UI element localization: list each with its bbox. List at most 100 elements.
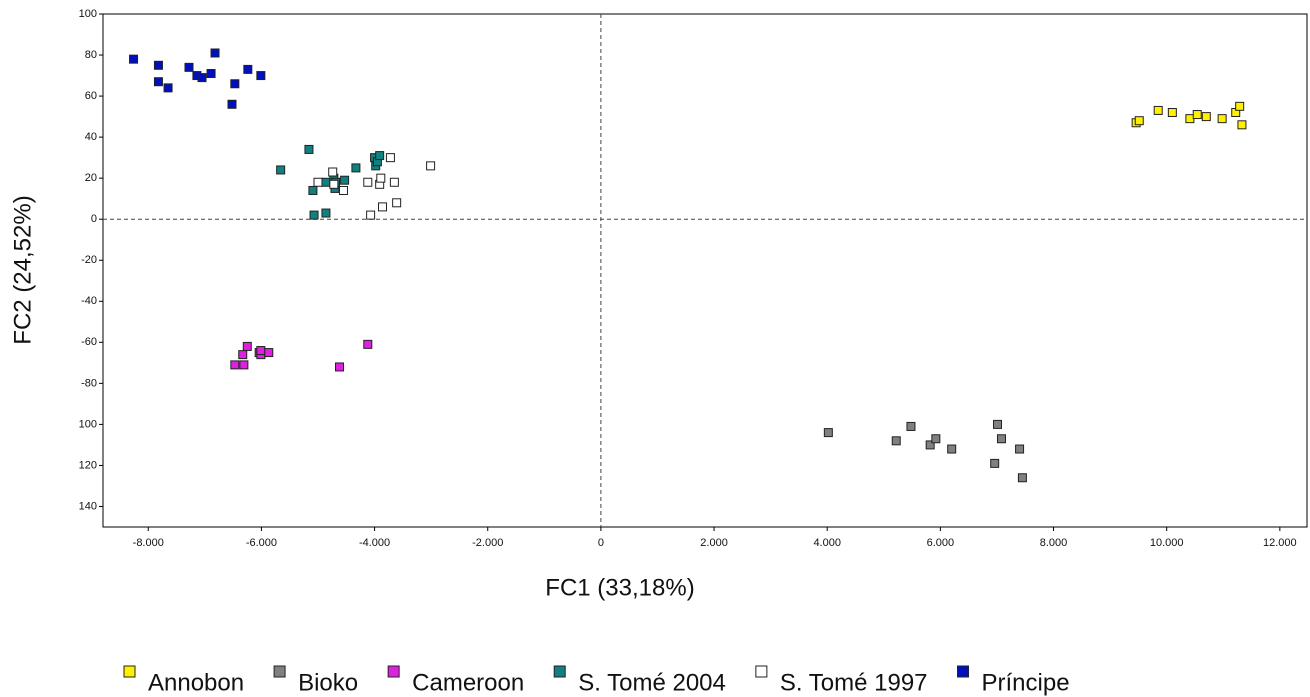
legend-marker — [755, 665, 768, 678]
point — [264, 348, 274, 358]
point — [304, 144, 314, 154]
point — [206, 69, 216, 79]
point — [153, 60, 163, 70]
legend-marker — [273, 665, 286, 678]
point — [1237, 120, 1247, 130]
point — [335, 362, 344, 372]
point — [366, 210, 376, 220]
point — [376, 173, 386, 183]
point — [1185, 114, 1195, 124]
x-tick-label: -6.000 — [246, 537, 277, 549]
point — [238, 350, 248, 360]
x-axis-title: FC1 (33,18%) — [545, 574, 694, 601]
y-tick-label: 80 — [85, 49, 97, 61]
point — [392, 198, 402, 208]
x-tick-label: 2.000 — [700, 537, 728, 549]
point — [227, 99, 237, 109]
point — [210, 48, 220, 58]
legend-label: Bioko — [298, 669, 358, 696]
point — [242, 341, 252, 351]
point — [1153, 105, 1163, 115]
point — [163, 83, 173, 93]
y-tick-label: 100 — [79, 418, 97, 430]
plot-frame — [102, 13, 1308, 528]
legend-label: Príncipe — [982, 669, 1070, 696]
point — [197, 73, 207, 83]
point — [947, 444, 957, 454]
point — [129, 54, 139, 64]
point — [239, 360, 249, 370]
point — [230, 360, 240, 370]
point — [1167, 107, 1177, 117]
point — [184, 62, 194, 72]
point — [931, 434, 941, 444]
legend-marker — [957, 665, 970, 678]
x-tick-label: 8.000 — [1040, 537, 1068, 549]
point — [351, 163, 361, 173]
legend-marker — [123, 665, 136, 678]
point — [1017, 473, 1027, 483]
point — [990, 458, 1000, 468]
point — [256, 346, 266, 356]
point — [1134, 116, 1144, 126]
y-tick-label: 120 — [79, 459, 97, 471]
point — [925, 440, 935, 450]
x-tick-label: -8.000 — [133, 537, 164, 549]
x-tick-label: 10.000 — [1150, 537, 1184, 549]
point — [906, 421, 916, 431]
point — [389, 177, 399, 187]
y-tick-label: 0 — [91, 213, 97, 225]
point — [363, 339, 373, 349]
y-tick-label: 100 — [79, 8, 97, 20]
point — [338, 185, 348, 195]
point — [256, 71, 266, 81]
point — [340, 175, 350, 185]
point — [230, 79, 240, 89]
point — [153, 77, 163, 87]
point — [1235, 101, 1245, 111]
legend-label: S. Tomé 1997 — [780, 669, 928, 696]
point — [996, 434, 1006, 444]
point — [328, 167, 338, 177]
point — [243, 64, 253, 74]
point — [378, 202, 387, 212]
point — [1201, 112, 1211, 122]
point — [993, 419, 1003, 429]
y-tick-label: -80 — [81, 377, 97, 389]
x-tick-label: 12.000 — [1263, 537, 1297, 549]
y-tick-label: -40 — [81, 295, 97, 307]
x-tick-label: 0 — [598, 537, 604, 549]
point — [1015, 444, 1025, 454]
y-tick-label: -60 — [81, 336, 97, 348]
point — [309, 210, 319, 220]
point — [1192, 110, 1202, 120]
point — [321, 177, 331, 187]
legend-marker — [387, 665, 400, 678]
y-tick-label: -20 — [81, 254, 97, 266]
y-axis-title: FC2 (24,52%) — [9, 195, 36, 344]
legend-label: S. Tomé 2004 — [578, 669, 726, 696]
y-tick-label: 20 — [85, 172, 97, 184]
point — [321, 208, 331, 218]
point — [385, 153, 395, 163]
point — [276, 165, 286, 175]
point — [891, 436, 901, 446]
point — [308, 185, 318, 195]
point — [375, 151, 385, 161]
legend-marker — [553, 665, 566, 678]
x-tick-label: -4.000 — [359, 537, 390, 549]
point — [313, 177, 323, 187]
x-tick-label: -2.000 — [472, 537, 503, 549]
point — [1217, 114, 1227, 124]
y-tick-label: 60 — [85, 90, 97, 102]
legend-label: Annobon — [148, 669, 244, 696]
point — [363, 177, 373, 187]
y-tick-label: 140 — [79, 500, 97, 512]
point — [823, 428, 833, 438]
y-tick-label: 40 — [85, 131, 97, 143]
x-tick-label: 6.000 — [927, 537, 955, 549]
legend-label: Cameroon — [412, 669, 524, 696]
point — [329, 179, 339, 189]
point — [426, 161, 436, 171]
